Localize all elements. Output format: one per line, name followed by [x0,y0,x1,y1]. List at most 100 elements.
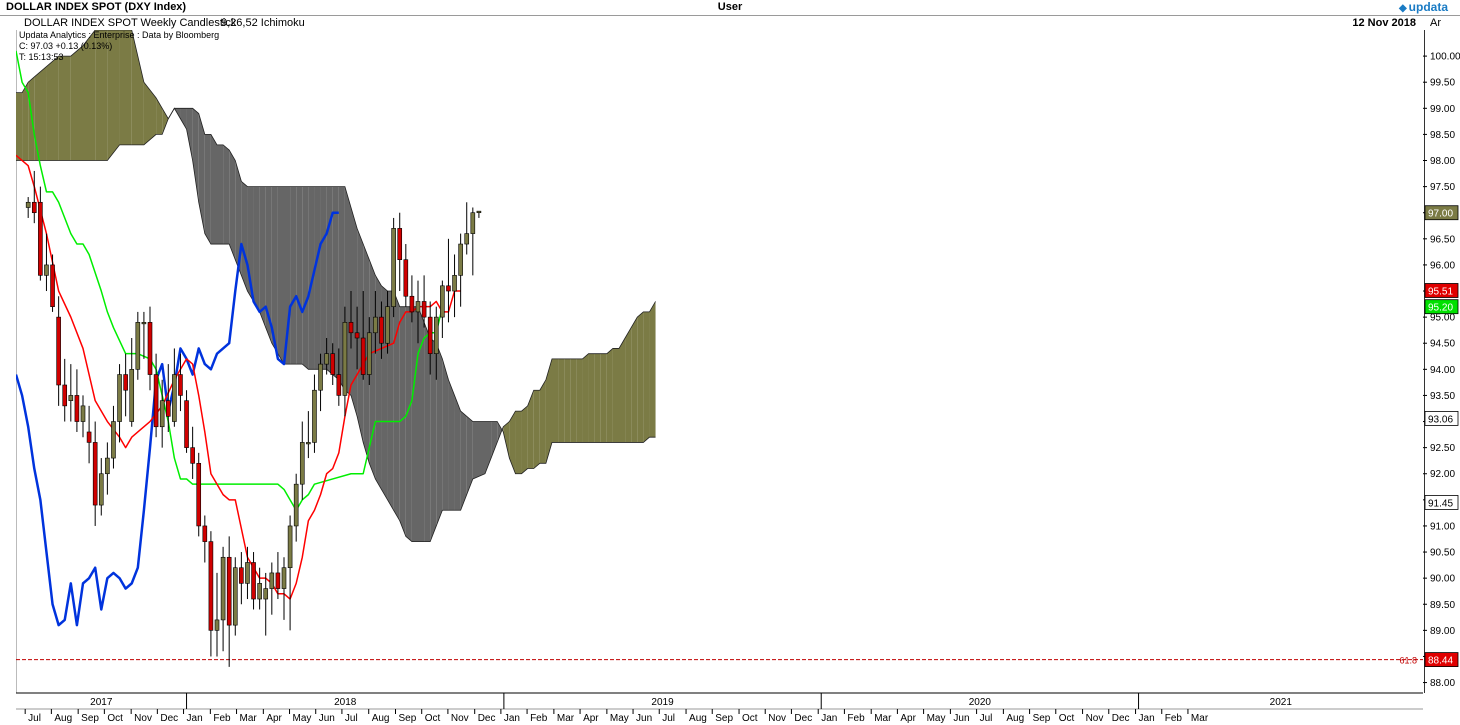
month-label: Jun [636,713,652,724]
cloud-segment [582,353,589,443]
chart-header: DOLLAR INDEX SPOT Weekly Candlestick 9,2… [0,16,1424,30]
candle-body [239,567,244,584]
y-tick-label: 99.50 [1430,78,1455,89]
cloud-segment [70,45,83,161]
cloud-segment [594,353,601,443]
month-label: Dec [794,713,812,724]
candle-body [421,301,427,318]
price-tag-label: 88.44 [1428,656,1453,667]
cloud-segment [192,108,199,203]
candle-body [178,374,183,396]
month-label: Aug [1006,713,1024,724]
chart-info: Updata Analytics : Enterprise : Data by … [19,30,219,63]
candle-body [98,473,104,506]
y-tick-label: 91.00 [1430,521,1455,532]
candle-body [129,369,135,422]
y-tick-label: 99.00 [1430,104,1455,115]
candle-body [117,374,122,422]
month-label: Sep [715,713,733,724]
month-label: Aug [689,713,707,724]
month-label: Jul [980,713,993,724]
candle-body [208,541,214,631]
month-label: Feb [213,713,231,724]
plot-layer: 61.8 [16,30,1423,667]
candle-body [44,264,49,276]
cloud-segment [241,181,248,292]
cloud-segment [631,317,638,443]
cloud-segment [527,390,534,469]
cloud-segment [436,343,443,526]
candle-body [391,228,396,307]
price-tag-label: 97.00 [1428,209,1453,220]
cloud-segment [351,207,358,417]
candle-body [409,295,415,313]
y-tick-label: 94.00 [1430,365,1455,376]
candle-body [80,405,86,422]
cloud-segment [162,108,169,135]
candle-body [105,457,110,475]
candle-body [232,567,238,626]
price-tag-label: 95.20 [1428,303,1453,314]
month-label: Oct [107,713,123,724]
cloud-segment [558,358,565,443]
candle-body [220,556,226,621]
candle-body [111,421,116,459]
data-source: Updata Analytics : Enterprise : Data by … [19,30,220,40]
cloud-segment [606,348,613,443]
candle-body [452,275,457,292]
month-label: Oct [742,713,758,724]
fib-level-label: 61.8 [1399,656,1417,666]
month-label: Dec [478,713,496,724]
year-label: 2020 [969,697,992,708]
y-tick-label: 97.50 [1430,182,1455,193]
candle-body [153,374,159,428]
candle-body [92,442,98,506]
cloud-segment [460,411,467,511]
axis-corner-label[interactable]: Ar [1430,17,1441,29]
month-label: Jun [953,713,969,724]
month-label: Jan [1139,713,1155,724]
y-tick-label: 100.00 [1430,52,1460,63]
cloud-segment [418,306,425,542]
candle-body [287,525,293,569]
candle-body [476,210,482,214]
candle-body [379,316,384,344]
candle-body [184,400,189,448]
cloud-segment [552,358,559,443]
cloud-segment [83,30,96,161]
cloud-segment [612,348,619,443]
year-label: 2019 [651,697,674,708]
month-label: Oct [425,713,441,724]
plot-area[interactable] [16,30,1425,693]
cloud-segment [491,421,498,459]
candle-body [403,259,409,297]
cloud-segment [198,113,205,234]
month-label: Feb [1165,713,1183,724]
cloud-segment [515,411,522,474]
cloud-segment [143,82,157,145]
candle-body [385,306,390,344]
month-label: Dec [160,713,178,724]
candle-body [293,483,299,527]
cloud-segment [296,186,303,365]
window-title: DOLLAR INDEX SPOT (DXY Index) [6,1,187,13]
candle-body [306,442,311,445]
price-tag-label: 93.06 [1428,414,1453,425]
cloud-segment [564,358,571,443]
candle-body [336,374,342,396]
month-label: Aug [54,713,72,724]
month-label: Jan [504,713,520,724]
cloud-segment [28,76,35,161]
cloud-segment [363,244,370,464]
cloud-segment [643,311,650,443]
cloud-segment [503,421,510,459]
y-tick-label: 94.50 [1430,339,1455,350]
cloud-segment [521,405,528,474]
cloud-segment [332,186,339,380]
month-label: Jul [662,713,675,724]
candle-body [196,462,202,527]
y-tick-label: 89.00 [1430,626,1455,637]
cloud-segment [399,306,406,537]
candle-body [366,332,372,375]
